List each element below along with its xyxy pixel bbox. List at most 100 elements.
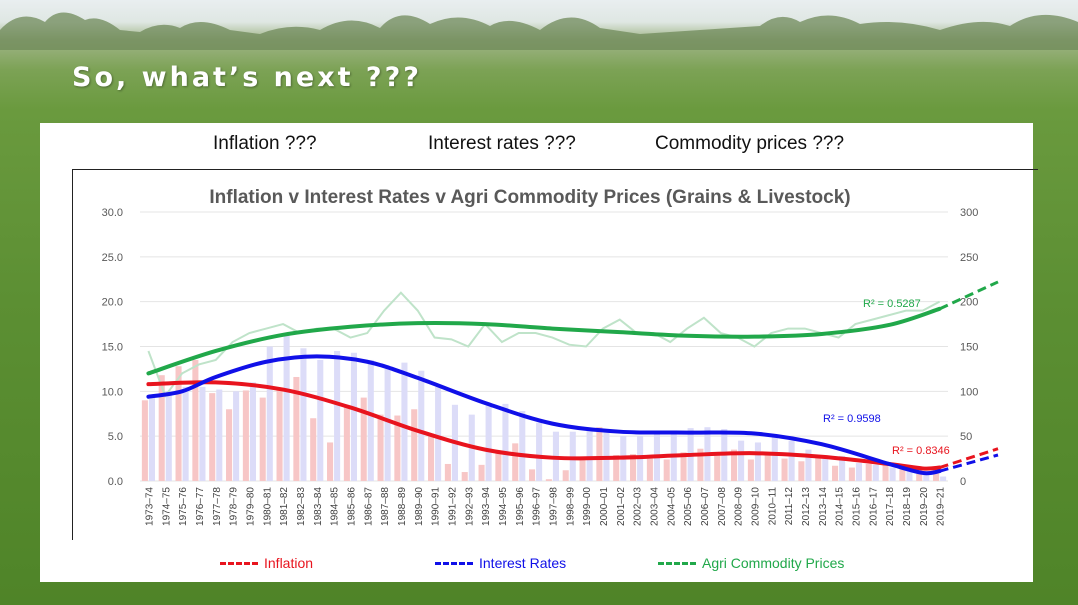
bar-inflation <box>360 397 367 481</box>
bar-inflation <box>613 454 620 481</box>
chart-legend: Inflation Interest Rates Agri Commodity … <box>40 555 1033 579</box>
bar-interest-rates <box>519 411 526 481</box>
x-tick-label: 2000–01 <box>599 487 610 526</box>
x-tick-label: 2015–16 <box>851 487 862 526</box>
question-inflation: Inflation ??? <box>213 133 317 154</box>
bar-inflation <box>495 452 502 481</box>
bar-inflation <box>781 458 788 481</box>
bar-interest-rates <box>485 403 492 481</box>
x-tick-label: 2007–08 <box>717 487 728 526</box>
x-tick-label: 1984–85 <box>330 487 341 526</box>
bar-interest-rates <box>334 350 341 481</box>
bar-inflation <box>848 467 855 481</box>
bar-interest-rates <box>266 346 273 481</box>
slide-headline: So, what’s next ??? <box>72 62 422 93</box>
y-left-tick-label: 25.0 <box>102 252 123 264</box>
bar-inflation <box>899 466 906 481</box>
bar-interest-rates <box>283 333 290 481</box>
x-tick-label: 1979–80 <box>245 487 256 526</box>
bar-inflation <box>141 400 148 481</box>
legend-swatch-inflation <box>220 561 258 565</box>
x-tick-label: 1976–77 <box>195 487 206 526</box>
x-tick-label: 1988–89 <box>397 487 408 526</box>
x-tick-label: 1985–86 <box>346 487 357 526</box>
y-left-tick-label: 15.0 <box>102 342 123 354</box>
y-left-tick-label: 30.0 <box>102 207 123 219</box>
bar-inflation <box>310 418 317 481</box>
bar-inflation <box>646 458 653 481</box>
bar-interest-rates <box>839 455 846 481</box>
x-tick-label: 1998–99 <box>565 487 576 526</box>
x-tick-label: 1981–82 <box>279 487 290 526</box>
x-tick-label: 2003–04 <box>649 487 660 526</box>
legend-swatch-commodity-prices <box>658 561 696 565</box>
bar-interest-rates <box>249 382 256 481</box>
bar-inflation <box>259 397 266 481</box>
x-tick-label: 2008–09 <box>734 487 745 526</box>
x-tick-label: 2012–13 <box>801 487 812 526</box>
x-tick-label: 1995–96 <box>515 487 526 526</box>
legend-label-commodity-prices: Agri Commodity Prices <box>702 555 845 571</box>
bar-inflation <box>226 409 233 481</box>
bar-interest-rates <box>367 359 374 481</box>
x-tick-label: 1983–84 <box>313 487 324 526</box>
bar-interest-rates <box>586 428 593 481</box>
bar-inflation <box>478 464 485 481</box>
x-tick-label: 2018–19 <box>902 487 913 526</box>
x-tick-label: 1997–98 <box>548 487 559 526</box>
trendline-inflation <box>146 380 942 471</box>
bar-inflation <box>579 459 586 481</box>
bar-interest-rates <box>165 391 172 481</box>
bar-interest-rates <box>418 370 425 481</box>
bar-inflation <box>815 455 822 481</box>
bar-interest-rates <box>536 422 543 481</box>
bar-inflation <box>444 463 451 481</box>
legend-item-inflation: Inflation <box>220 555 313 571</box>
r2-label: R² = 0.9598 <box>823 413 881 425</box>
y-right-tick-label: 200 <box>960 297 978 309</box>
x-tick-label: 1994–95 <box>498 487 509 526</box>
bar-inflation <box>343 405 350 481</box>
bar-inflation <box>175 366 182 481</box>
x-tick-label: 1986–87 <box>363 487 374 526</box>
bar-inflation <box>512 443 519 481</box>
y-left-tick-label: 10.0 <box>102 386 123 398</box>
r2-label: R² = 0.5287 <box>863 298 921 310</box>
y-left-tick-label: 5.0 <box>108 431 123 443</box>
bar-interest-rates <box>401 362 408 481</box>
bar-interest-rates <box>350 352 357 481</box>
x-tick-label: 1974–75 <box>161 487 172 526</box>
x-tick-label: 2002–03 <box>633 487 644 526</box>
x-tick-label: 2009–10 <box>750 487 761 526</box>
trendline-commodity-prices <box>146 306 942 376</box>
trendline-inflation-forecast <box>939 447 999 469</box>
bar-inflation <box>192 359 199 481</box>
y-right-tick-label: 0 <box>960 476 966 488</box>
x-tick-label: 2004–05 <box>666 487 677 526</box>
x-tick-label: 2001–02 <box>616 487 627 526</box>
x-tick-label: 1999–00 <box>582 487 593 526</box>
x-tick-label: 1987–88 <box>380 487 391 526</box>
bar-inflation <box>663 459 670 481</box>
bar-interest-rates <box>182 386 189 481</box>
legend-item-commodity-prices: Agri Commodity Prices <box>658 555 844 571</box>
y-right-tick-label: 300 <box>960 207 978 219</box>
bar-interest-rates <box>822 455 829 481</box>
bar-inflation <box>293 376 300 481</box>
bar-inflation <box>731 449 738 481</box>
x-tick-label: 1993–94 <box>481 487 492 526</box>
x-tick-label: 1989–90 <box>414 487 425 526</box>
chart-title: Inflation v Interest Rates v Agri Commod… <box>209 187 850 208</box>
x-tick-label: 2016–17 <box>868 487 879 526</box>
bar-interest-rates <box>889 467 896 481</box>
x-tick-label: 1991–92 <box>447 487 458 526</box>
bar-interest-rates <box>906 469 913 481</box>
bar-inflation <box>697 448 704 481</box>
bar-interest-rates <box>754 442 761 481</box>
legend-label-inflation: Inflation <box>264 555 314 571</box>
bar-inflation <box>377 414 384 481</box>
x-tick-label: 2019–20 <box>919 487 930 526</box>
treeline-background <box>0 12 1078 50</box>
trendline-commodity-prices-forecast <box>938 280 999 311</box>
bar-inflation <box>596 427 603 481</box>
